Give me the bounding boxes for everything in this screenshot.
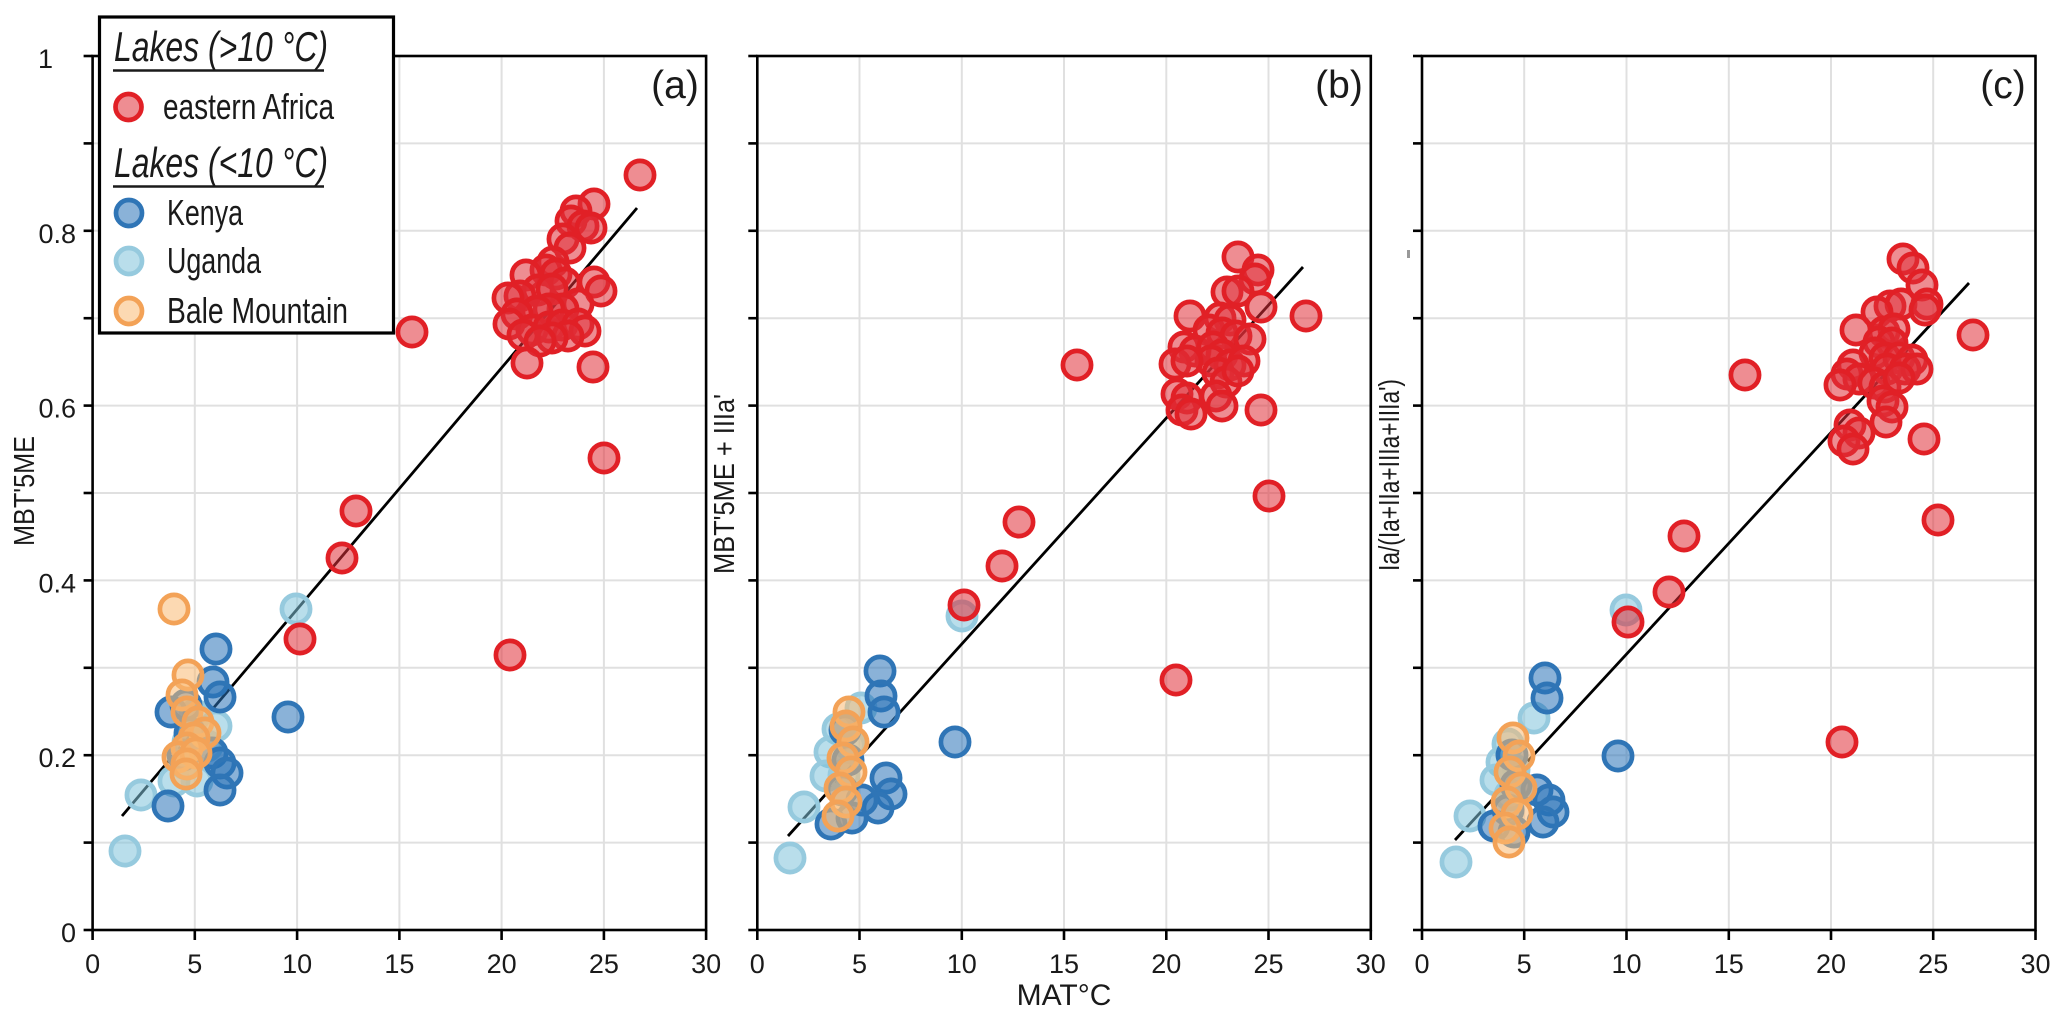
svg-text:(c): (c): [1980, 64, 2025, 107]
svg-text:Kenya: Kenya: [167, 192, 244, 233]
svg-text:15: 15: [384, 949, 414, 979]
svg-text:0.2: 0.2: [38, 743, 76, 773]
svg-text:0: 0: [1414, 949, 1429, 979]
svg-text:20: 20: [1816, 949, 1846, 979]
svg-text:25: 25: [589, 949, 619, 979]
svg-text:0: 0: [85, 949, 100, 979]
svg-text:Lakes (<10 °C): Lakes (<10 °C): [114, 139, 328, 186]
svg-text:15: 15: [1714, 949, 1744, 979]
svg-text:Uganda: Uganda: [167, 240, 262, 281]
svg-text:MBT'5ME: MBT'5ME: [9, 436, 41, 546]
svg-text:Bale Mountain: Bale Mountain: [167, 290, 348, 331]
svg-text:0.6: 0.6: [38, 394, 76, 424]
svg-text:15: 15: [1049, 949, 1079, 979]
svg-text:5: 5: [1517, 949, 1532, 979]
svg-text:eastern Africa: eastern Africa: [163, 86, 335, 127]
svg-text:Ia/(Ia+IIa+IIIa+IIIa'): Ia/(Ia+IIa+IIIa+IIIa'): [1374, 379, 1406, 571]
svg-text:5: 5: [852, 949, 867, 979]
svg-text:30: 30: [2020, 949, 2050, 979]
svg-text:MAT°C: MAT°C: [1017, 979, 1112, 1012]
svg-text:0.8: 0.8: [38, 219, 76, 249]
svg-text:0: 0: [750, 949, 765, 979]
svg-text:10: 10: [282, 949, 312, 979]
svg-text:0.4: 0.4: [38, 568, 76, 598]
svg-text:10: 10: [1611, 949, 1641, 979]
svg-text:(a): (a): [651, 64, 699, 107]
svg-text:20: 20: [1151, 949, 1181, 979]
svg-text:5: 5: [187, 949, 202, 979]
svg-text:25: 25: [1253, 949, 1283, 979]
svg-text:1: 1: [38, 44, 53, 74]
svg-text:Lakes (>10 °C): Lakes (>10 °C): [114, 23, 328, 70]
svg-text:30: 30: [1356, 949, 1386, 979]
svg-text:30: 30: [691, 949, 721, 979]
svg-text:20: 20: [487, 949, 517, 979]
svg-text:10: 10: [947, 949, 977, 979]
svg-text:(b): (b): [1315, 64, 1363, 107]
svg-text:0: 0: [61, 918, 76, 948]
svg-text:25: 25: [1918, 949, 1948, 979]
svg-text:MBT'5ME + IIIa': MBT'5ME + IIIa': [709, 394, 741, 574]
